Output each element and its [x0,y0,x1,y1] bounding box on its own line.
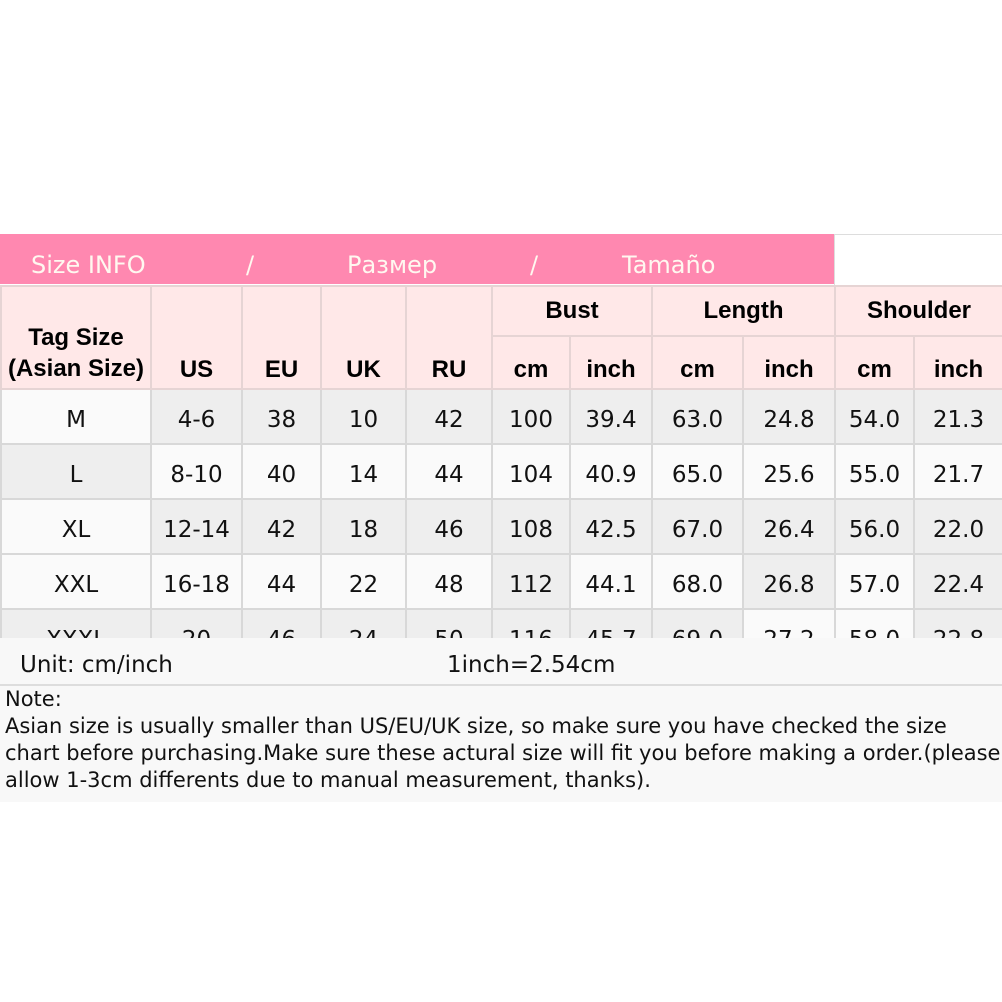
size-cell: 42.5 [569,498,653,555]
size-cell: 67.0 [651,498,744,555]
banner-size-info: Size INFO [31,251,146,279]
size-cell: 14 [320,443,407,500]
size-cell: 16-18 [150,553,243,610]
banner-separator: / [530,251,539,279]
size-cell: 108 [491,498,571,555]
tag-size-cell: M [0,388,152,445]
size-cell: 26.4 [741,498,837,555]
size-cell: 22.0 [913,498,1002,555]
banner-separator: / [246,251,255,279]
header-tag-size: Tag Size (Asian Size) [0,285,152,390]
header-uk: UK [320,285,407,390]
size-cell: 44.1 [569,553,653,610]
size-cell: 48 [405,553,493,610]
size-cell: 55.0 [834,443,916,500]
size-cell: 42 [241,498,322,555]
tag-size-label: Tag Size [28,324,124,351]
unit-label: Unit: cm/inch [20,652,173,678]
size-table: Tag Size (Asian Size) US EU UK RU Bust Le… [0,285,1002,665]
tag-size-cell: L [0,443,152,500]
size-cell: 44 [241,553,322,610]
size-cell: 56.0 [834,498,916,555]
size-cell: 112 [491,553,571,610]
size-cell: 65.0 [651,443,744,500]
note-title: Note: [5,687,62,711]
header-bust-inch: inch [569,335,653,390]
size-cell: 54.0 [834,388,916,445]
table-row: M 4-6 38 10 42 100 39.4 63.0 24.8 54.0 21.3 [0,388,1002,445]
size-cell: 22.4 [913,553,1002,610]
tag-size-cell: XL [0,498,152,555]
header-bust-cm: cm [491,335,571,390]
size-cell: 44 [405,443,493,500]
header-eu: EU [241,285,322,390]
header-shoulder-inch: inch [913,335,1002,390]
table-row: XXL 16-18 44 22 48 112 44.1 68.0 26.8 57.0 22.4 [0,553,1002,610]
size-cell: 21.3 [913,388,1002,445]
table-row: XL 12-14 42 18 46 108 42.5 67.0 26.4 56.0 22.0 [0,498,1002,555]
size-cell: 63.0 [651,388,744,445]
asian-size-label: (Asian Size) [7,355,145,382]
size-cell: 40 [241,443,322,500]
table-row: L 8-10 40 14 44 104 40.9 65.0 25.6 55.0 21.7 [0,443,1002,500]
size-cell: 12-14 [150,498,243,555]
size-cell: 57.0 [834,553,916,610]
size-cell: 18 [320,498,407,555]
note-text: Asian size is usually smaller than US/EU… [5,714,1001,792]
conversion-label: 1inch=2.54cm [447,652,616,678]
size-cell: 10 [320,388,407,445]
size-cell: 104 [491,443,571,500]
banner-blank [834,234,1002,285]
header-length-inch: inch [741,335,837,390]
size-cell: 24.8 [741,388,837,445]
banner-tamano: Tamaño [622,251,716,279]
size-cell: 42 [405,388,493,445]
unit-row: Unit: cm/inch 1inch=2.54cm [0,638,1002,686]
note: Note: Asian size is usually smaller than… [0,686,1002,802]
header-shoulder-cm: cm [834,335,916,390]
size-info-banner: Size INFO / Размер / Tamaño [0,234,834,284]
size-cell: 22 [320,553,407,610]
size-cell: 46 [405,498,493,555]
size-cell: 38 [241,388,322,445]
banner-razmer: Размер [347,251,438,279]
size-cell: 8-10 [150,443,243,500]
size-cell: 25.6 [741,443,837,500]
size-cell: 4-6 [150,388,243,445]
header-bust: Bust [491,285,653,337]
header-ru: RU [405,285,493,390]
size-cell: 40.9 [569,443,653,500]
size-cell: 39.4 [569,388,653,445]
size-cell: 21.7 [913,443,1002,500]
size-cell: 100 [491,388,571,445]
header-us: US [150,285,243,390]
header-shoulder: Shoulder [834,285,1002,337]
size-cell: 68.0 [651,553,744,610]
header-length: Length [650,285,837,337]
tag-size-cell: XXL [0,553,152,610]
header-length-cm: cm [651,335,744,390]
size-cell: 26.8 [741,553,837,610]
